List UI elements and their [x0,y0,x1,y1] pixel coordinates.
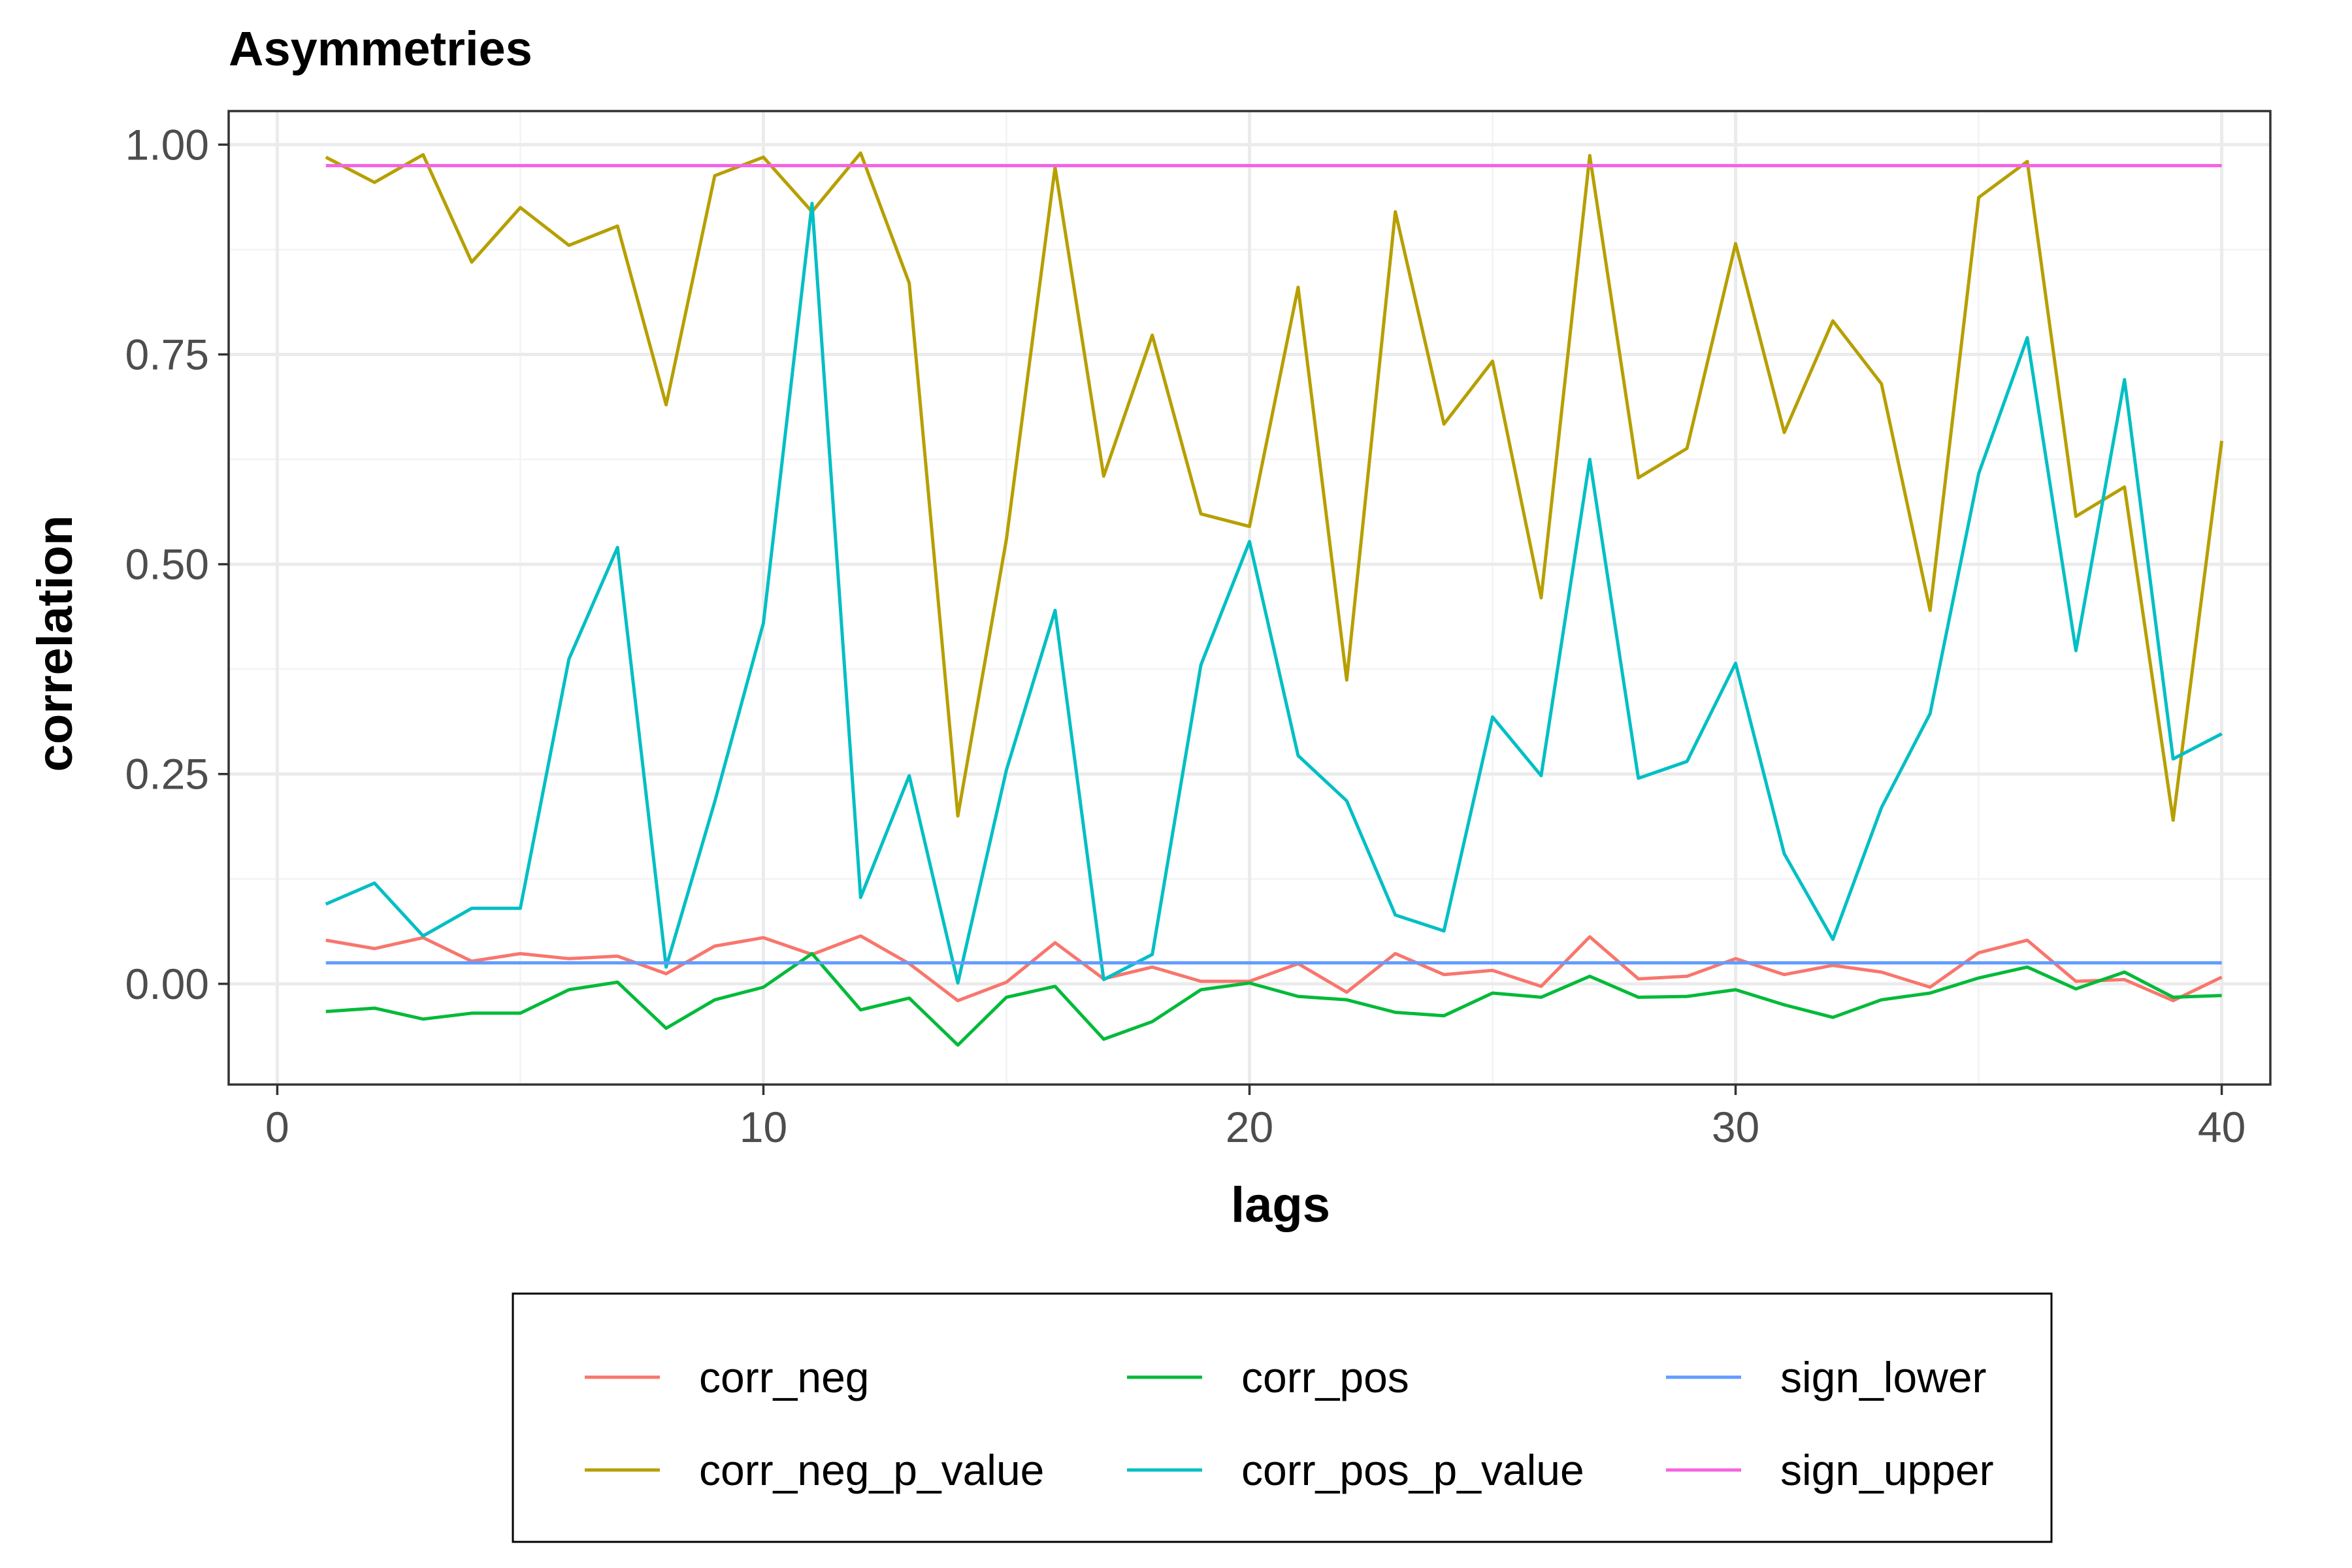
x-tick-label: 10 [740,1103,787,1151]
grid [229,111,2270,1085]
series-layer [325,151,2224,1047]
y-tick-label: 0.75 [125,331,209,379]
y-tick-label: 0.50 [125,540,209,589]
x-axis-title: lags [1231,1177,1330,1233]
series-line-corr-neg-p-value [325,151,2224,822]
legend [512,1292,2053,1543]
legend-label-sign-lower: sign_lower [1780,1353,1987,1401]
legend-label-corr-pos-p-value: corr_pos_p_value [1241,1446,1584,1494]
x-tick-label: 30 [1712,1103,1759,1151]
series-line-corr-pos-p-value [325,201,2223,985]
y-axis-title: correlation [27,515,83,772]
series-line-corr-pos [325,952,2222,1047]
legend-label-corr-neg: corr_neg [699,1353,870,1401]
y-tick-label: 1.00 [125,120,209,169]
x-tick-label: 40 [2198,1103,2246,1151]
legend-label-sign-upper: sign_upper [1780,1446,1994,1494]
series-line-corr-neg [325,934,2223,1003]
axes: 0 10 20 30 40 0.00 0.25 0.50 0.75 1.00 [125,120,2246,1151]
chart-title: Asymmetries [229,22,532,76]
legend-label-corr-neg-p-value: corr_neg_p_value [699,1446,1044,1494]
x-tick-label: 20 [1226,1103,1273,1151]
y-tick-label: 0.00 [125,960,209,1008]
legend-items: corr_neg corr_neg_p_value corr_pos corr_pos… [585,1353,1994,1494]
y-tick-label: 0.25 [125,750,209,798]
legend-label-corr-pos: corr_pos [1241,1353,1409,1401]
x-tick-label: 0 [265,1103,289,1151]
